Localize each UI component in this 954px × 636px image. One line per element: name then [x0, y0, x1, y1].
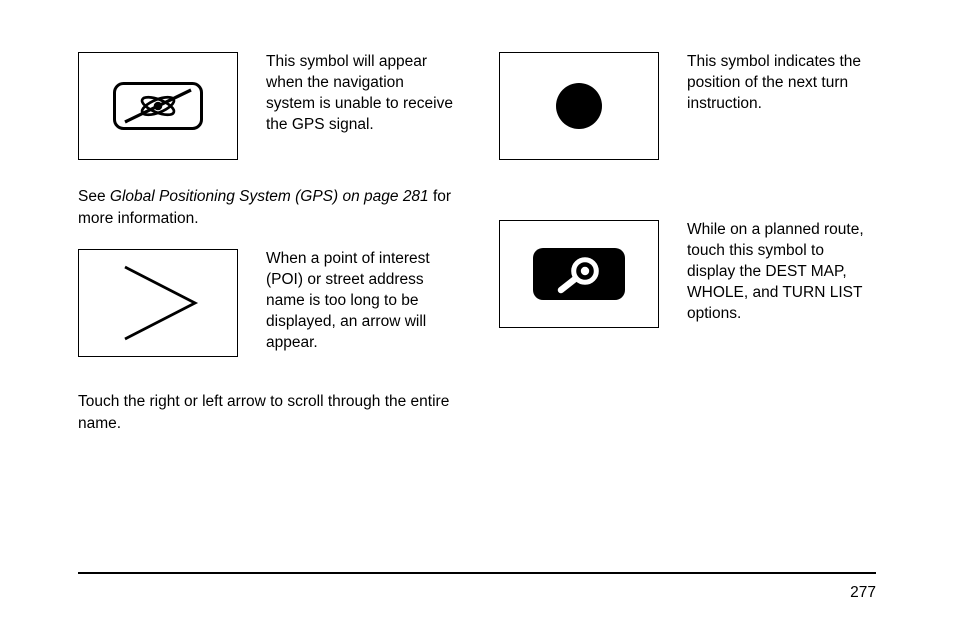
symbol-desc: This symbol indicates the position of th…	[687, 52, 876, 115]
note-italic: Global Positioning System (GPS) on page …	[110, 188, 429, 205]
page: This symbol will appear when the navigat…	[0, 0, 954, 636]
symbol-scroll-arrow	[78, 249, 238, 357]
note-prefix: See	[78, 188, 110, 205]
note-gps-reference: See Global Positioning System (GPS) on p…	[78, 186, 455, 229]
spacer	[499, 186, 876, 220]
symbol-gps-unavailable	[78, 52, 238, 160]
left-column: This symbol will appear when the navigat…	[78, 52, 455, 455]
page-number: 277	[850, 584, 876, 602]
symbol-entry-next-turn: This symbol indicates the position of th…	[499, 52, 876, 160]
gps-no-signal-icon	[113, 82, 203, 130]
right-column: This symbol indicates the position of th…	[499, 52, 876, 455]
symbol-entry-gps-unavailable: This symbol will appear when the navigat…	[78, 52, 455, 160]
symbol-next-turn	[499, 52, 659, 160]
magnifier-button-icon	[533, 248, 625, 300]
filled-circle-icon	[550, 77, 608, 135]
symbol-desc: When a point of interest (POI) or street…	[266, 249, 455, 354]
symbol-desc: While on a planned route, touch this sym…	[687, 220, 876, 325]
note-text: Touch the right or left arrow to scroll …	[78, 393, 449, 432]
footer-rule	[78, 572, 876, 574]
symbol-entry-route-options: While on a planned route, touch this sym…	[499, 220, 876, 328]
note-scroll: Touch the right or left arrow to scroll …	[78, 391, 455, 434]
symbol-route-options	[499, 220, 659, 328]
columns: This symbol will appear when the navigat…	[78, 52, 876, 455]
symbol-desc: This symbol will appear when the navigat…	[266, 52, 455, 136]
chevron-right-icon	[93, 257, 223, 349]
symbol-entry-arrow: When a point of interest (POI) or street…	[78, 249, 455, 357]
